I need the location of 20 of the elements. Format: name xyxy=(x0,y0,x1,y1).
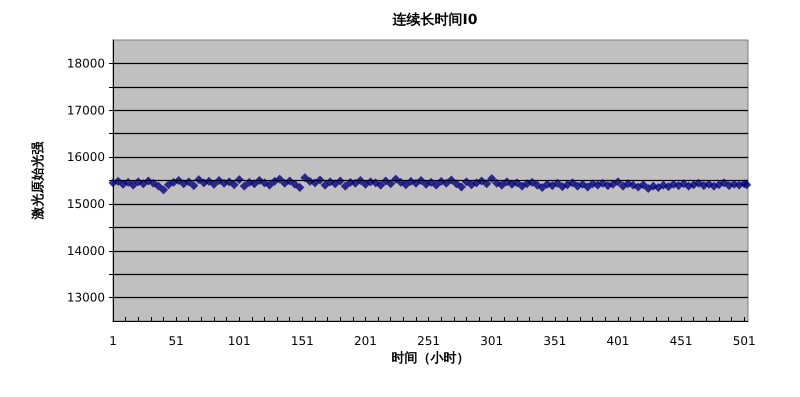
x-axis-title: 时间（小时） xyxy=(392,350,470,366)
x-tick-label: 301 xyxy=(480,334,504,348)
x-tick-label: 1 xyxy=(109,334,117,348)
x-tick-label: 201 xyxy=(354,334,377,348)
x-tick-label: 501 xyxy=(732,334,756,348)
y-tick-label: 14000 xyxy=(66,244,105,258)
x-tick-label: 351 xyxy=(543,334,566,348)
x-tick-label: 101 xyxy=(228,334,251,348)
y-tick-label: 17000 xyxy=(66,103,105,118)
y-tick-label: 16000 xyxy=(66,150,105,164)
x-tick-label: 51 xyxy=(168,334,184,348)
y-axis-title: 激光原始光强 xyxy=(31,140,46,220)
x-tick-label: 451 xyxy=(670,334,693,348)
x-tick-label: 151 xyxy=(290,334,314,348)
x-tick-label: 251 xyxy=(417,334,440,348)
y-tick-label: 15000 xyxy=(66,196,105,211)
chart-title: 连续长时间I0 xyxy=(392,12,478,28)
y-tick-label: 18000 xyxy=(66,56,105,70)
x-tick-label: 401 xyxy=(606,334,630,348)
y-tick-label: 13000 xyxy=(66,290,105,305)
